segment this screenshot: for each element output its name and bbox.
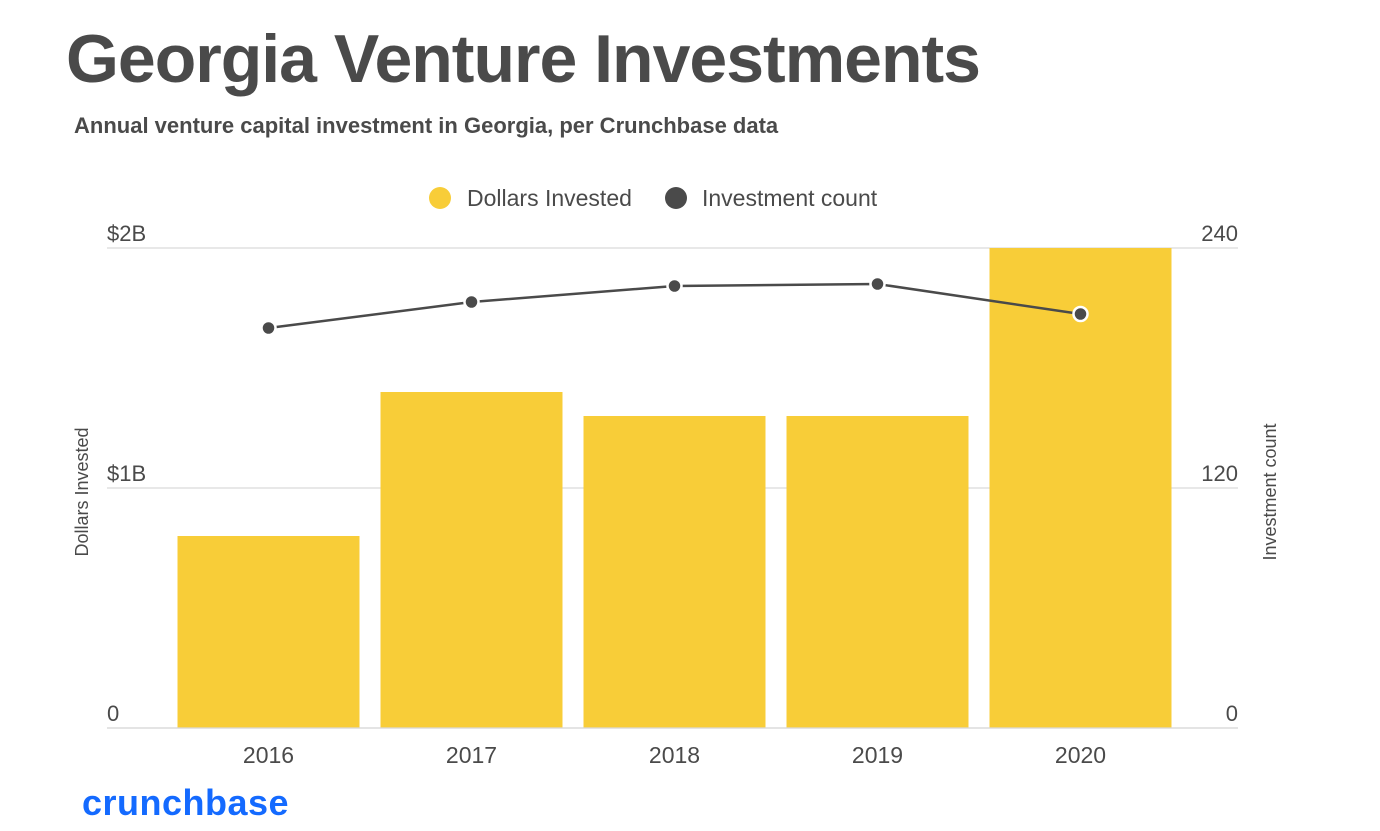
- point-investment-count: [463, 293, 480, 311]
- point-investment-count: [666, 277, 683, 295]
- y-left-tick-label: 0: [107, 701, 119, 726]
- chart-subtitle: Annual venture capital investment in Geo…: [74, 113, 779, 138]
- legend-marker-dollars-invested: [429, 187, 451, 209]
- bar-dollars-invested: [786, 416, 969, 728]
- x-tick-label: 2020: [1055, 742, 1106, 768]
- legend-marker-investment-count: [665, 187, 687, 209]
- legend-label-dollars-invested: Dollars Invested: [467, 185, 632, 211]
- x-tick-label: 2019: [852, 742, 903, 768]
- legend-label-investment-count: Investment count: [702, 185, 878, 211]
- bar-dollars-invested: [380, 392, 563, 728]
- x-tick-label: 2017: [446, 742, 497, 768]
- chart-title: Georgia Venture Investments: [66, 21, 981, 97]
- y-left-tick-label: $2B: [107, 221, 146, 246]
- crunchbase-logo: crunchbase: [82, 782, 290, 823]
- y-right-tick-label: 240: [1201, 221, 1238, 246]
- y-left-tick-label: $1B: [107, 461, 146, 486]
- x-tick-label: 2016: [243, 742, 294, 768]
- y-right-tick-label: 0: [1226, 701, 1238, 726]
- point-investment-count: [260, 319, 277, 337]
- bar-dollars-invested: [583, 416, 766, 728]
- point-investment-count: [869, 275, 886, 293]
- y-left-axis-title: Dollars Invested: [72, 427, 92, 556]
- y-right-axis-title: Investment count: [1260, 423, 1280, 560]
- y-right-tick-label: 120: [1201, 461, 1238, 486]
- point-investment-count: [1072, 305, 1089, 323]
- bar-dollars-invested: [989, 248, 1172, 728]
- bar-dollars-invested: [177, 536, 360, 728]
- x-tick-label: 2018: [649, 742, 700, 768]
